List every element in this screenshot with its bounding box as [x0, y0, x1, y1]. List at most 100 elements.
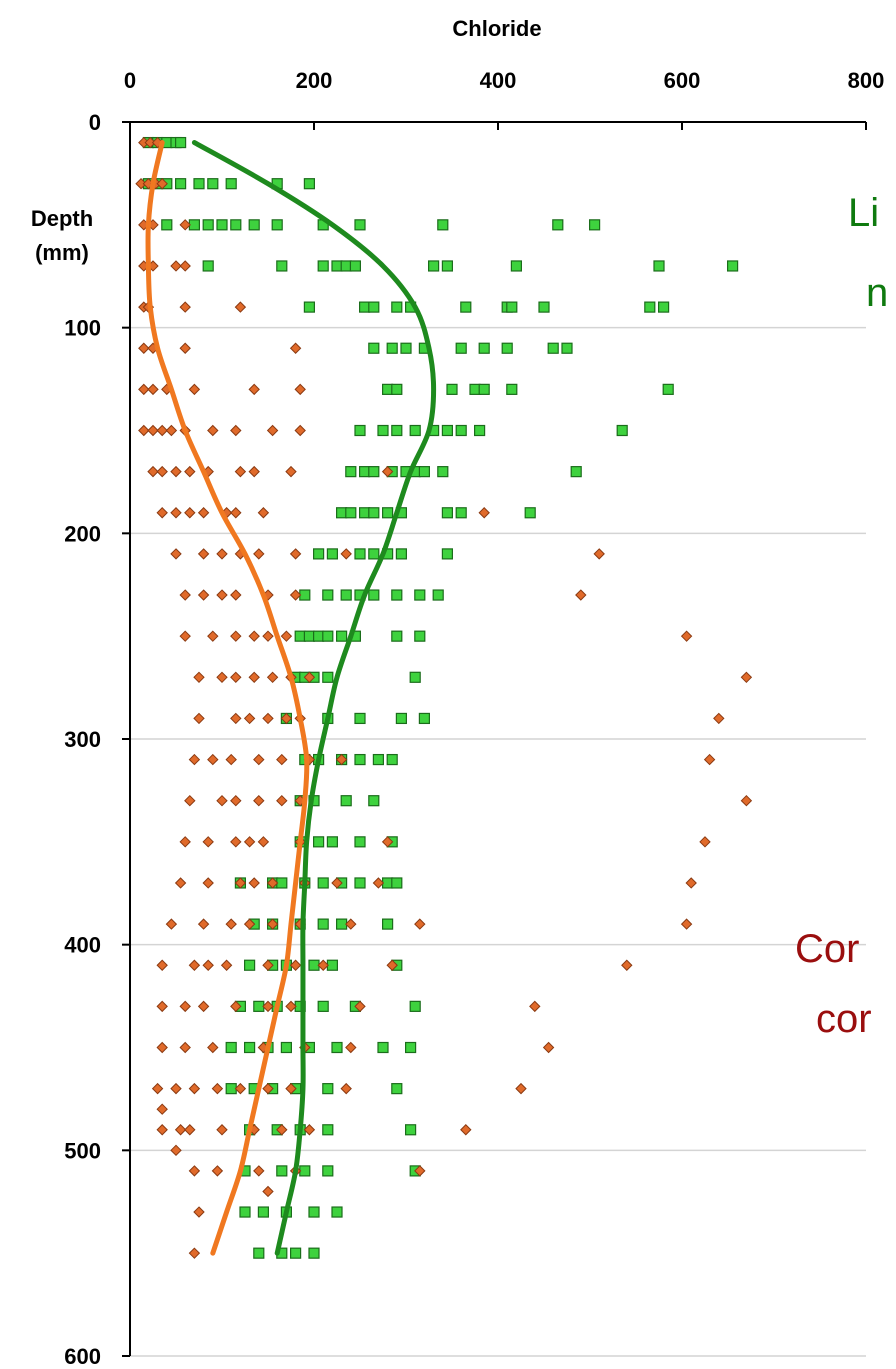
- point-square-179: [322, 1083, 334, 1095]
- point-diamond-115: [202, 877, 214, 889]
- point-diamond-84: [193, 712, 205, 725]
- point-diamond-64: [216, 589, 228, 601]
- point-square-122: [395, 712, 407, 725]
- point-square-9: [193, 178, 205, 190]
- point-square-99: [322, 589, 334, 601]
- x-tick-label-200: 200: [296, 68, 333, 93]
- y-tick-label-200: 200: [64, 521, 101, 546]
- point-diamond-94: [253, 753, 265, 766]
- point-diamond-52: [257, 507, 270, 519]
- point-square-110: [336, 630, 348, 642]
- point-diamond-35: [266, 424, 279, 437]
- point-square-4: [175, 136, 187, 149]
- point-diamond-22: [138, 383, 150, 396]
- point-square-10: [207, 178, 219, 190]
- point-square-93: [354, 548, 366, 560]
- point-square-100: [340, 589, 352, 601]
- point-diamond-70: [207, 630, 219, 642]
- point-diamond-165: [156, 1103, 168, 1115]
- point-square-47: [657, 301, 670, 313]
- point-diamond-151: [207, 1041, 219, 1054]
- point-square-89: [455, 507, 467, 519]
- point-diamond-46: [156, 507, 168, 519]
- point-diamond-114: [174, 877, 187, 889]
- point-diamond-25: [188, 383, 201, 396]
- point-diamond-88: [280, 712, 293, 725]
- point-square-92: [326, 548, 338, 560]
- point-square-191: [239, 1206, 251, 1218]
- point-diamond-58: [253, 548, 265, 560]
- point-square-166: [409, 1000, 421, 1012]
- point-diamond-71: [230, 630, 242, 642]
- point-diamond-168: [184, 1124, 196, 1136]
- y-tick-label-300: 300: [64, 727, 101, 752]
- point-diamond-87: [262, 712, 274, 725]
- point-diamond-47: [170, 507, 182, 519]
- point-square-185: [405, 1124, 417, 1136]
- x-tick-label-800: 800: [848, 68, 885, 93]
- point-diamond-44: [285, 465, 297, 478]
- point-square-38: [359, 301, 371, 313]
- series-0: [142, 136, 739, 1259]
- point-square-45: [538, 301, 550, 313]
- point-diamond-65: [230, 589, 242, 601]
- point-diamond-141: [156, 1000, 168, 1013]
- x-tick-label-0: 0: [124, 68, 136, 93]
- point-square-94: [368, 548, 380, 560]
- point-square-151: [317, 918, 329, 930]
- point-square-17: [216, 219, 228, 231]
- annotation-green-line1: Li: [848, 191, 879, 235]
- point-square-20: [271, 219, 283, 231]
- point-square-143: [317, 877, 329, 889]
- point-diamond-173: [460, 1124, 472, 1136]
- point-diamond-110: [257, 836, 270, 848]
- point-diamond-131: [680, 918, 693, 930]
- point-diamond-116: [234, 877, 247, 889]
- point-diamond-145: [262, 1000, 274, 1013]
- point-square-106: [294, 630, 306, 642]
- point-diamond-135: [220, 959, 233, 971]
- point-diamond-54: [170, 548, 182, 560]
- point-diamond-129: [345, 918, 357, 930]
- point-square-121: [354, 712, 366, 725]
- point-square-48: [368, 342, 380, 354]
- point-diamond-68: [575, 589, 587, 601]
- point-diamond-177: [253, 1165, 265, 1177]
- point-diamond-162: [285, 1082, 297, 1095]
- point-diamond-113: [699, 836, 711, 848]
- point-diamond-166: [156, 1124, 168, 1136]
- point-square-172: [331, 1041, 343, 1054]
- point-square-88: [441, 507, 453, 519]
- point-square-64: [354, 424, 366, 437]
- point-square-135: [313, 836, 325, 848]
- point-square-127: [354, 753, 366, 766]
- point-diamond-85: [230, 712, 242, 725]
- point-square-26: [202, 260, 214, 272]
- y-axis-title-line1: Depth: [31, 206, 93, 231]
- point-square-30: [340, 260, 352, 272]
- point-square-19: [248, 219, 260, 231]
- point-square-133: [368, 795, 380, 807]
- point-diamond-123: [165, 918, 178, 930]
- point-square-71: [474, 424, 486, 437]
- point-diamond-26: [248, 383, 260, 396]
- point-square-81: [570, 466, 582, 478]
- point-diamond-112: [381, 836, 394, 848]
- point-diamond-74: [280, 630, 293, 642]
- point-diamond-179: [414, 1165, 426, 1177]
- y-axis-title-line2: (mm): [35, 240, 89, 265]
- point-diamond-55: [197, 548, 210, 560]
- point-square-164: [317, 1000, 329, 1012]
- point-diamond-39: [170, 465, 182, 478]
- point-diamond-72: [248, 630, 260, 642]
- point-diamond-17: [234, 301, 247, 313]
- series-layer: [135, 136, 753, 1259]
- point-diamond-79: [248, 671, 260, 684]
- point-square-66: [391, 424, 403, 437]
- point-diamond-107: [202, 836, 214, 848]
- point-diamond-154: [345, 1041, 357, 1054]
- point-diamond-30: [156, 424, 168, 437]
- point-square-145: [354, 877, 366, 889]
- point-diamond-169: [216, 1124, 228, 1136]
- point-square-72: [616, 424, 628, 437]
